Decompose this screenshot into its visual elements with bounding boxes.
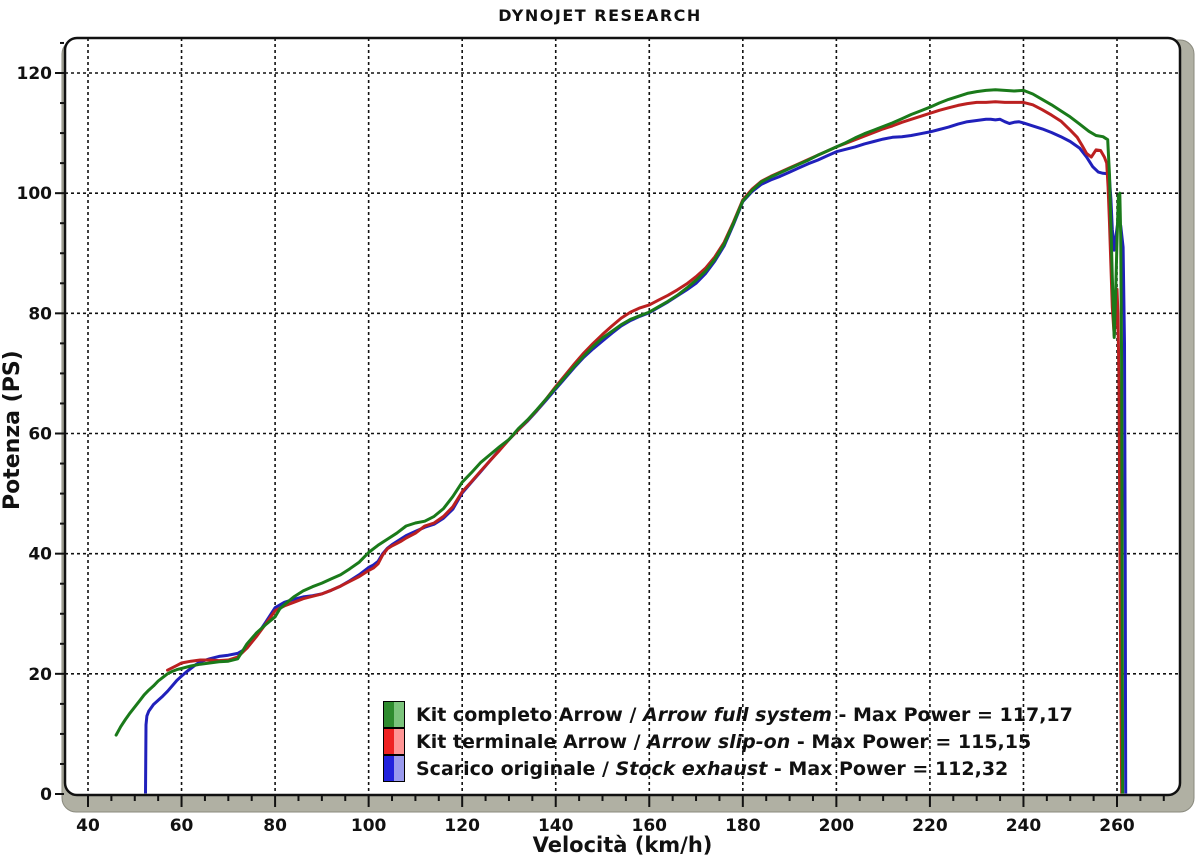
x-axis-title: Velocità (km/h) xyxy=(532,833,713,857)
page-title: DYNOJET RESEARCH xyxy=(498,6,702,25)
x-tick-label: 260 xyxy=(1099,816,1135,836)
x-tick-label: 180 xyxy=(725,816,761,836)
x-tick-label: 200 xyxy=(819,816,855,836)
x-tick-label: 80 xyxy=(263,816,287,836)
x-tick-label: 140 xyxy=(538,816,574,836)
legend-item: Scarico originale / Stock exhaust - Max … xyxy=(383,755,1073,782)
y-axis-title: Potenza (PS) xyxy=(0,350,25,510)
tick-labels: 40 60 80 100 120 140 160 180 200 220 240 260 0 20 40 60… xyxy=(17,64,1135,836)
legend-label: Kit terminale Arrow / Arrow slip-on - Ma… xyxy=(416,730,1032,753)
x-tick-label: 40 xyxy=(76,816,100,836)
series-line-2 xyxy=(166,100,1124,794)
x-tick-label: 220 xyxy=(912,816,948,836)
x-tick-label: 240 xyxy=(1006,816,1042,836)
axis-ticks xyxy=(55,41,1165,807)
legend: Kit completo Arrow / Arrow full system -… xyxy=(383,701,1073,782)
legend-item: Kit completo Arrow / Arrow full system -… xyxy=(383,701,1073,728)
plot-background xyxy=(65,38,1180,795)
y-tick-label: 100 xyxy=(17,184,53,204)
series-line-1 xyxy=(114,88,1125,794)
legend-swatch xyxy=(383,701,405,728)
plot-frame xyxy=(63,36,1182,797)
legend-swatch xyxy=(383,728,405,755)
x-tick-label: 60 xyxy=(170,816,194,836)
y-tick-label: 20 xyxy=(28,665,52,685)
y-tick-label: 120 xyxy=(17,64,53,84)
x-tick-label: 100 xyxy=(351,816,387,836)
y-tick-label: 0 xyxy=(40,785,52,805)
legend-label: Kit completo Arrow / Arrow full system -… xyxy=(416,703,1073,726)
gridlines xyxy=(65,38,1180,795)
legend-swatch xyxy=(383,755,405,782)
y-tick-label: 40 xyxy=(28,545,52,565)
y-tick-label: 60 xyxy=(28,425,52,445)
legend-label: Scarico originale / Stock exhaust - Max … xyxy=(416,757,1009,780)
x-tick-label: 120 xyxy=(444,816,480,836)
legend-item: Kit terminale Arrow / Arrow slip-on - Ma… xyxy=(383,728,1073,755)
y-tick-label: 80 xyxy=(28,304,52,324)
x-tick-label: 160 xyxy=(632,816,668,836)
